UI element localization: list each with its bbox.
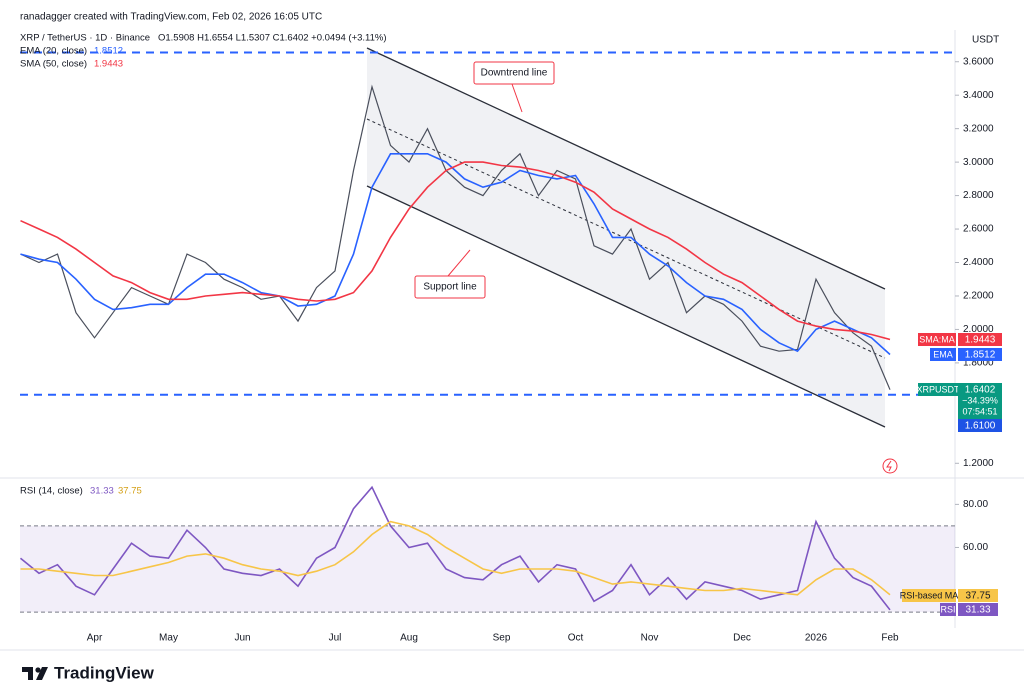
- plot-marks: 3.6000 3.4000 3.2000 3.0000 2.8000 2.6000 2.40…: [19, 51, 994, 644]
- brand-logo: [22, 667, 48, 680]
- level-box: [958, 419, 1002, 432]
- rsi-legend-value: 31.33: [90, 486, 114, 497]
- x-tick-label: 2026: [805, 633, 828, 644]
- rsi-ma-tag: RSI-based MA: [900, 590, 959, 600]
- x-tick-label: Apr: [87, 633, 103, 644]
- sma-tag-box: [918, 333, 956, 346]
- attribution: ranadagger created with TradingView.com,…: [20, 12, 322, 23]
- rsi-ma-value-box: [958, 589, 998, 602]
- callout-box: [414, 275, 486, 299]
- ohlc: O1.5908 H1.6554 L1.5307 C1.6402 +0.0494 …: [158, 33, 387, 44]
- x-tick-label: Feb: [881, 633, 899, 644]
- y-tick-label: 3.2000: [963, 123, 994, 134]
- y-tick-label: 1.2000: [963, 458, 994, 469]
- sma-price-box: [958, 333, 1002, 346]
- series-line: [19, 485, 891, 611]
- alert-icon[interactable]: [882, 458, 898, 474]
- rsi-band: [20, 525, 955, 613]
- sma-legend: SMA (50, close): [20, 59, 87, 70]
- rsi-tag: RSI: [940, 604, 955, 614]
- sma-tag: SMA:MA: [919, 334, 955, 344]
- ema-price-box: [958, 348, 1002, 361]
- ema-tag: EMA: [933, 349, 953, 359]
- brand-name: TradingView: [54, 663, 155, 682]
- rsi-tag-box: [940, 603, 956, 616]
- y-tick-label: 1.8000: [963, 358, 994, 369]
- symbol-tag: XRPUSDT: [916, 384, 960, 394]
- x-tick-label: Sep: [493, 633, 511, 644]
- y-tick-label: 2.4000: [963, 257, 994, 268]
- rsi-ma-tag-box: [902, 589, 956, 602]
- support-annotation: Support line: [423, 282, 477, 293]
- support-line: [366, 185, 886, 428]
- brand-logo-dot: [35, 667, 41, 673]
- rsi-value: 31.33: [965, 605, 990, 616]
- downtrend-line: [366, 47, 886, 290]
- y-tick-label: 3.4000: [963, 90, 994, 101]
- alert-icon-bolt: [886, 460, 892, 472]
- y-tick-label: 2.0000: [963, 324, 994, 335]
- level-price: 1.6100: [965, 421, 996, 432]
- x-tick-label: Oct: [568, 633, 584, 644]
- downtrend-annotation: Downtrend line: [481, 68, 548, 79]
- x-tick-label: May: [159, 633, 178, 644]
- y-tick-label: 2.8000: [963, 190, 994, 201]
- y-tick-label: 3.6000: [963, 56, 994, 67]
- rsi-ma-value: 37.75: [965, 591, 990, 602]
- rsi-ma-legend-value: 37.75: [118, 486, 142, 497]
- x-tick-label: Aug: [400, 633, 418, 644]
- y-tick-label: 60.00: [963, 542, 988, 553]
- rsi-value-box: [958, 603, 998, 616]
- series-line: [20, 153, 891, 356]
- ema-price: 1.8512: [965, 350, 996, 361]
- callout-arrow: [447, 249, 471, 277]
- ema-legend: EMA (20, close): [20, 46, 87, 57]
- series-line: [20, 161, 891, 341]
- y-tick-label: 2.2000: [963, 291, 994, 302]
- y-tick-label: 80.00: [963, 499, 988, 510]
- y-tick-label: 3.0000: [963, 157, 994, 168]
- currency-label: USDT: [972, 35, 999, 46]
- rsi-legend: RSI (14, close): [20, 486, 83, 497]
- ema-tag-box: [930, 348, 956, 361]
- sma-legend-value: 1.9443: [94, 59, 123, 70]
- x-tick-label: Dec: [733, 633, 751, 644]
- x-tick-label: Nov: [641, 633, 659, 644]
- symbol-tag-box: [918, 383, 958, 396]
- symbol: XRP / TetherUS · 1D · Binance: [20, 33, 150, 44]
- series-line: [20, 84, 891, 390]
- x-tick-label: Jul: [329, 633, 342, 644]
- countdown: 07:54:51: [962, 406, 997, 416]
- last-price-box: [958, 383, 1002, 419]
- change: −34.39%: [962, 395, 998, 405]
- sma-price: 1.9443: [965, 335, 996, 346]
- callout-box: [473, 61, 555, 85]
- channel-midline: [366, 118, 886, 359]
- ema-legend-value: 1.8512: [94, 46, 123, 57]
- series-line: [20, 520, 891, 596]
- last-price: 1.6402: [965, 385, 996, 396]
- callout-arrow: [511, 83, 523, 113]
- y-tick-label: 2.6000: [963, 224, 994, 235]
- x-tick-label: Jun: [234, 633, 250, 644]
